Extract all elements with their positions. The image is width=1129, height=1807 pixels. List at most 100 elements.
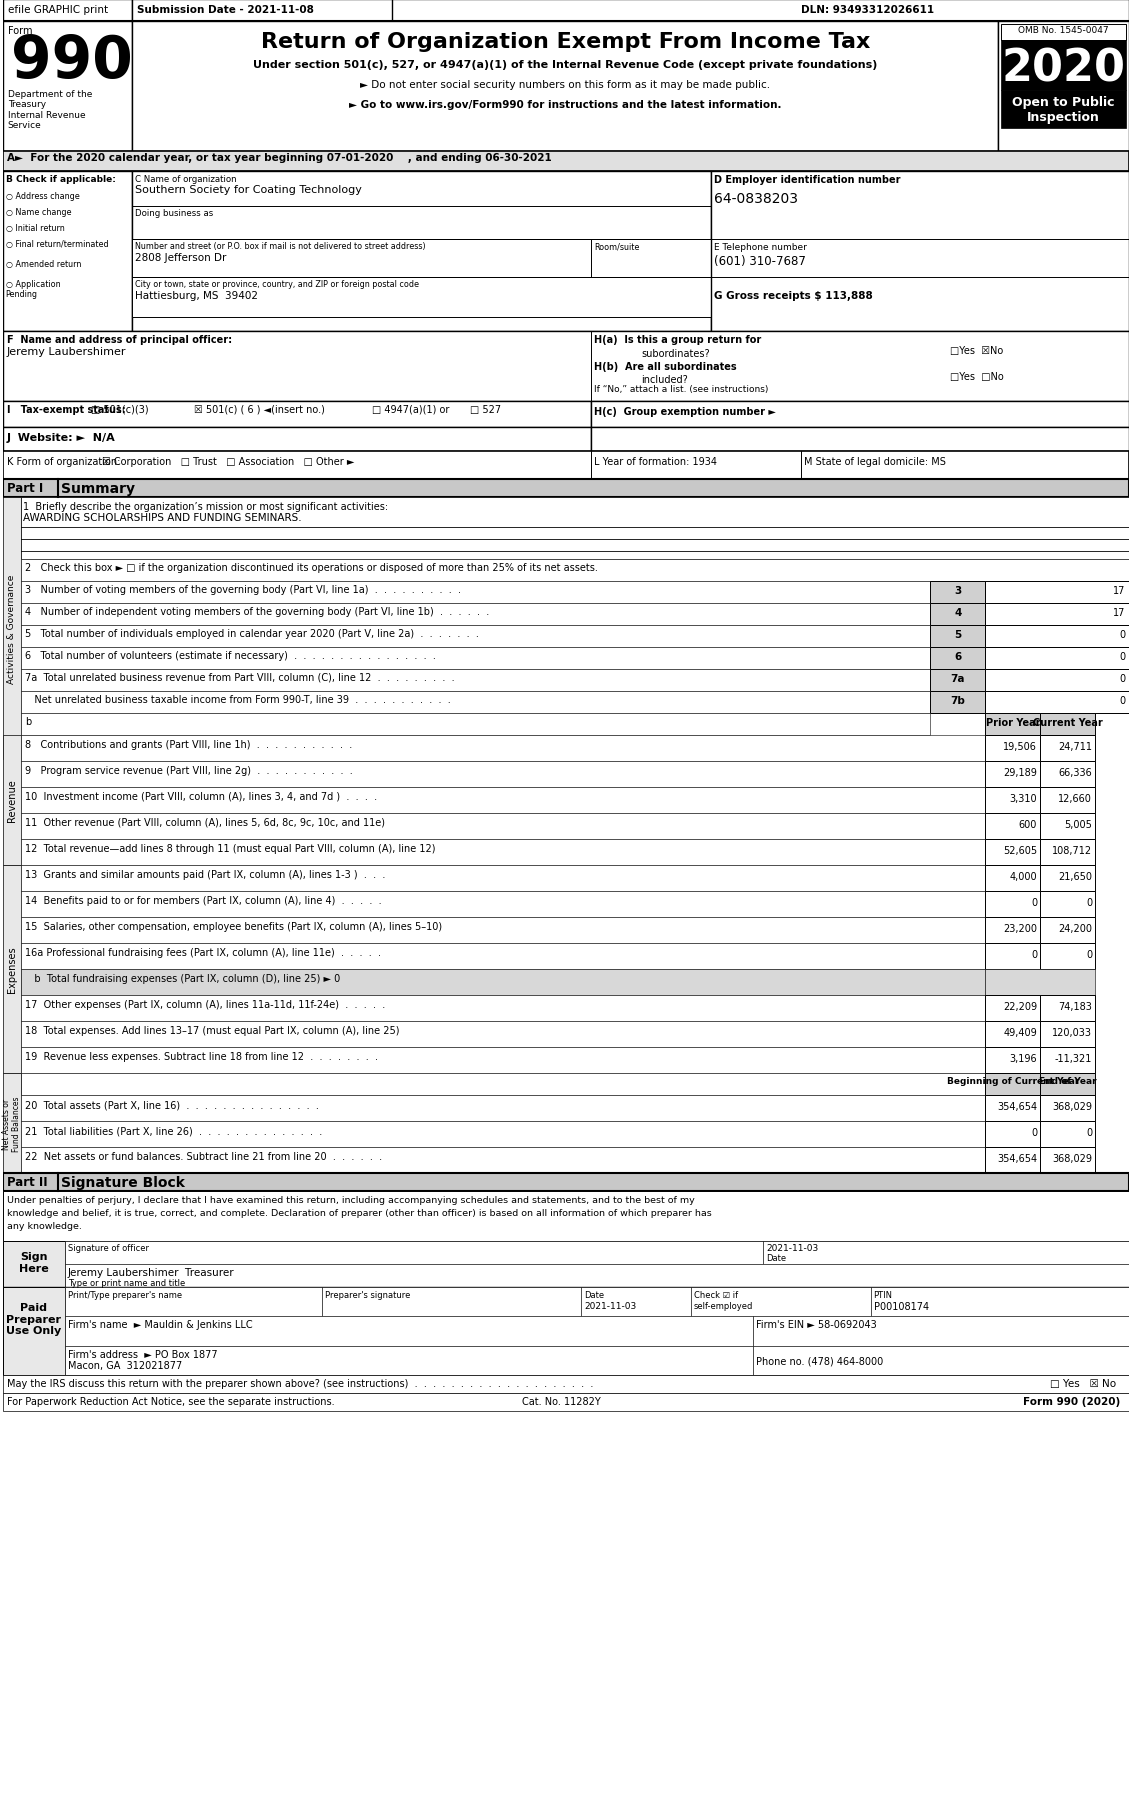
Text: Summary: Summary [61, 482, 134, 495]
Bar [1001, 90, 1126, 128]
Text: ☒ Corporation   □ Trust   □ Association   □ Other ►: ☒ Corporation □ Trust □ Association □ Ot… [103, 457, 355, 466]
Text: Phone no. (478) 464-8000: Phone no. (478) 464-8000 [756, 1355, 883, 1366]
Bar [753, 1346, 1129, 1375]
Text: 5   Total number of individuals employed in calendar year 2020 (Part V, line 2a): 5 Total number of individuals employed i… [25, 629, 479, 638]
Bar [2, 1375, 1129, 1393]
Text: Check ☑ if: Check ☑ if [694, 1290, 738, 1299]
Bar [1040, 891, 1095, 918]
Bar [2, 428, 592, 452]
Bar [20, 996, 986, 1021]
Bar [986, 761, 1040, 788]
Text: Firm's EIN ► 58-0692043: Firm's EIN ► 58-0692043 [756, 1319, 876, 1330]
Text: Doing business as: Doing business as [135, 210, 213, 219]
Text: included?: included? [641, 374, 688, 385]
Text: Cat. No. 11282Y: Cat. No. 11282Y [522, 1397, 601, 1406]
Text: 14  Benefits paid to or for members (Part IX, column (A), line 4)  .  .  .  .  .: 14 Benefits paid to or for members (Part… [25, 896, 382, 905]
Text: 7a  Total unrelated business revenue from Part VIII, column (C), line 12  .  .  : 7a Total unrelated business revenue from… [25, 672, 454, 683]
Text: □ Yes   ☒ No: □ Yes ☒ No [1050, 1379, 1117, 1388]
Bar [132, 278, 711, 318]
Text: 24,200: 24,200 [1058, 923, 1092, 934]
Text: 16a Professional fundraising fees (Part IX, column (A), line 11e)  .  .  .  .  .: 16a Professional fundraising fees (Part … [25, 947, 380, 958]
Bar [20, 582, 1129, 604]
Bar [20, 735, 986, 761]
Text: 12  Total revenue—add lines 8 through 11 (must equal Part VIII, column (A), line: 12 Total revenue—add lines 8 through 11 … [25, 844, 435, 853]
Bar [2, 866, 20, 1073]
Text: 19,506: 19,506 [1004, 741, 1038, 752]
Bar [20, 1147, 986, 1173]
Bar [2, 1073, 20, 1173]
Bar [322, 1287, 581, 1317]
Text: 17: 17 [1113, 607, 1124, 618]
Bar [1040, 1122, 1095, 1147]
Text: 368,029: 368,029 [1052, 1102, 1092, 1111]
Text: 64-0838203: 64-0838203 [714, 192, 798, 206]
Text: 24,711: 24,711 [1058, 741, 1092, 752]
Text: 3   Number of voting members of the governing body (Part VI, line 1a)  .  .  .  : 3 Number of voting members of the govern… [25, 585, 461, 595]
Text: H(b)  Are all subordinates: H(b) Are all subordinates [594, 361, 737, 372]
Text: G Gross receipts $ 113,888: G Gross receipts $ 113,888 [714, 291, 873, 300]
Bar [986, 891, 1040, 918]
Bar [986, 1021, 1040, 1048]
Text: H(a)  Is this a group return for: H(a) Is this a group return for [594, 334, 762, 345]
Bar [20, 604, 1129, 625]
Text: Under section 501(c), 527, or 4947(a)(1) of the Internal Revenue Code (except pr: Under section 501(c), 527, or 4947(a)(1)… [253, 60, 877, 70]
Bar [1040, 1073, 1095, 1095]
Text: Sign
Here: Sign Here [19, 1250, 49, 1272]
Text: 49,409: 49,409 [1004, 1028, 1038, 1037]
Text: 120,033: 120,033 [1052, 1028, 1092, 1037]
Text: Department of the
Treasury
Internal Revenue
Service: Department of the Treasury Internal Reve… [8, 90, 93, 130]
Text: 2021-11-03: 2021-11-03 [585, 1301, 637, 1310]
Bar [20, 497, 1129, 560]
Bar [986, 625, 1129, 647]
Bar [132, 240, 592, 278]
Text: 9   Program service revenue (Part VIII, line 2g)  .  .  .  .  .  .  .  .  .  .  : 9 Program service revenue (Part VIII, li… [25, 766, 352, 775]
Text: 7b: 7b [951, 696, 965, 705]
Text: ○ Address change: ○ Address change [6, 192, 79, 201]
Bar [998, 22, 1129, 152]
Bar [20, 560, 1129, 582]
Text: 4   Number of independent voting members of the governing body (Part VI, line 1b: 4 Number of independent voting members o… [25, 607, 489, 616]
Text: 6: 6 [954, 652, 962, 661]
Bar [986, 918, 1040, 943]
Text: 7a: 7a [951, 674, 965, 683]
Bar [2, 1287, 1129, 1375]
Text: subordinates?: subordinates? [641, 349, 710, 360]
Bar [20, 866, 986, 891]
Bar [2, 0, 1129, 22]
Bar [2, 1173, 1129, 1191]
Bar [691, 1287, 870, 1317]
Bar [20, 625, 1129, 647]
Text: Return of Organization Exempt From Income Tax: Return of Organization Exempt From Incom… [261, 33, 870, 52]
Bar [20, 943, 986, 970]
Text: 4: 4 [954, 607, 962, 618]
Bar [20, 1095, 986, 1122]
Bar [1040, 1048, 1095, 1073]
Bar [986, 1147, 1040, 1173]
Text: A►  For the 2020 calendar year, or tax year beginning 07-01-2020    , and ending: A► For the 2020 calendar year, or tax ye… [7, 154, 551, 163]
Bar [20, 692, 1129, 714]
Bar [1040, 813, 1095, 840]
Bar [986, 582, 1129, 604]
Bar [986, 996, 1040, 1021]
Text: 5: 5 [954, 629, 962, 640]
Text: K Form of organization:: K Form of organization: [7, 457, 120, 466]
Text: Date: Date [765, 1254, 786, 1263]
Text: OMB No. 1545-0047: OMB No. 1545-0047 [1018, 25, 1109, 34]
Text: Current Year: Current Year [1033, 717, 1103, 728]
Text: P00108174: P00108174 [874, 1301, 929, 1312]
Text: 0: 0 [1086, 898, 1092, 907]
Bar [711, 172, 1129, 332]
Bar [2, 1393, 1129, 1411]
Text: Net unrelated business taxable income from Form 990-T, line 39  .  .  .  .  .  .: Net unrelated business taxable income fr… [25, 694, 450, 705]
Text: 0: 0 [1119, 696, 1124, 705]
Bar [2, 1191, 1129, 1241]
Text: 2020: 2020 [1001, 47, 1126, 90]
Text: ☒ 501(c) ( 6 ) ◄(insert no.): ☒ 501(c) ( 6 ) ◄(insert no.) [194, 405, 325, 416]
Text: Under penalties of perjury, I declare that I have examined this return, includin: Under penalties of perjury, I declare th… [7, 1196, 694, 1203]
Bar [930, 582, 986, 604]
Bar [763, 1241, 1129, 1265]
Text: 22,209: 22,209 [1003, 1001, 1038, 1012]
Text: 0: 0 [1119, 629, 1124, 640]
Bar [20, 647, 1129, 670]
Text: b  Total fundraising expenses (Part IX, column (D), line 25) ► 0: b Total fundraising expenses (Part IX, c… [25, 974, 340, 983]
